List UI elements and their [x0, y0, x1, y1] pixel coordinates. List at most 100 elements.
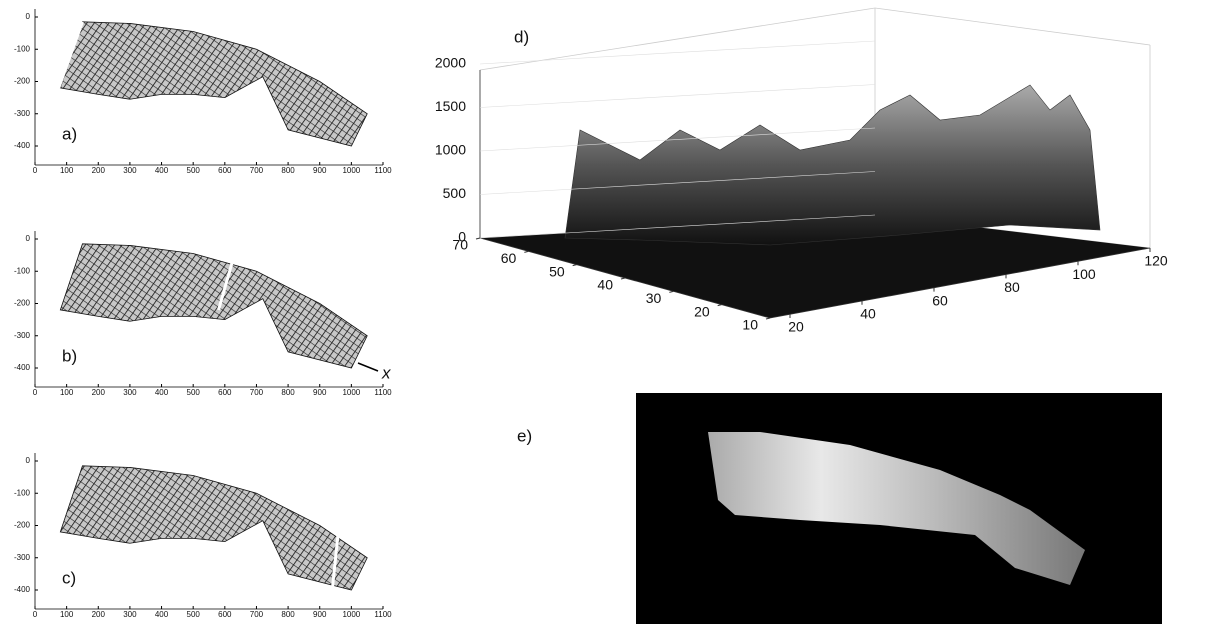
tick: [475, 237, 481, 240]
x-tick-label: 1100: [374, 388, 392, 397]
x-tick-label: 500: [187, 388, 201, 397]
section-line: [57, 21, 84, 89]
x-tick-label: 600: [218, 388, 232, 397]
x-tick-label: 400: [155, 166, 169, 175]
grid-line: [479, 84, 876, 108]
section-line: [217, 243, 239, 311]
x-tick-label: 700: [250, 388, 264, 397]
x-tick-label: 20: [788, 319, 804, 335]
x-tick-label: 900: [313, 610, 327, 619]
x-tick-label: 1000: [342, 610, 360, 619]
axis: [769, 247, 1151, 319]
tick: [717, 304, 722, 307]
y-tick-label: 0: [26, 12, 31, 21]
x-tick-label: 200: [92, 388, 106, 397]
tick: [669, 290, 674, 293]
x-tick-label: 1100: [374, 610, 392, 619]
y-tick-label: -200: [14, 77, 31, 86]
x-tick-label: 300: [123, 610, 137, 619]
y-tick-label: -300: [14, 553, 31, 562]
x-tick-label: 300: [123, 388, 137, 397]
x-tick-label: 100: [60, 388, 74, 397]
grid-line: [479, 40, 876, 65]
tick: [524, 250, 529, 253]
mesh: [59, 465, 368, 591]
y-tick-label: -400: [14, 141, 31, 150]
x-tick-label: 400: [155, 610, 169, 619]
y-tick-label: -300: [14, 109, 31, 118]
x-tick-label: 700: [250, 610, 264, 619]
x-tick-label: 200: [92, 166, 106, 175]
y-tick-label: 60: [501, 250, 517, 266]
x-tick-label: 800: [281, 610, 295, 619]
tick: [765, 317, 771, 320]
y-tick-label: 40: [597, 277, 613, 293]
surface-floor: [480, 215, 1150, 318]
x-tick-label: 600: [218, 166, 232, 175]
y-tick-label: 10: [742, 317, 758, 333]
x-tick-label: 200: [92, 610, 106, 619]
x-tick-label: 900: [313, 388, 327, 397]
x-tick-label: 1000: [342, 166, 360, 175]
y-tick-label: -400: [14, 585, 31, 594]
tick: [620, 277, 626, 280]
z-tick-label: 2000: [435, 55, 466, 71]
y-tick-label: 70: [452, 237, 468, 253]
x-tick-label: 0: [33, 388, 38, 397]
grid-line: [479, 171, 876, 195]
panel-label: c): [62, 568, 76, 587]
x-tick-label: 800: [281, 388, 295, 397]
z-tick-label: 1000: [435, 142, 466, 158]
z-tick-label: 1500: [435, 98, 466, 114]
y-tick-label: -300: [14, 331, 31, 340]
image-shape: [708, 432, 1085, 585]
panel-label: a): [62, 124, 77, 143]
y-tick-label: 30: [646, 290, 662, 306]
x-tick-label: 300: [123, 166, 137, 175]
surface: [564, 84, 1101, 246]
x-tick-label: 700: [250, 166, 264, 175]
x-tick-label: 0: [33, 166, 38, 175]
mesh: [59, 243, 368, 369]
y-tick-label: -100: [14, 44, 31, 53]
mesh: [59, 21, 368, 147]
x-tick-label: 60: [932, 292, 948, 308]
x-tick-label: 100: [60, 610, 74, 619]
x-tick-label: 80: [1004, 279, 1020, 295]
y-tick-label: -100: [14, 266, 31, 275]
z-tick-label: 500: [443, 185, 467, 201]
section-line: [330, 465, 347, 589]
panel-label: d): [514, 27, 529, 46]
marker-line: [357, 362, 379, 372]
y-tick-label: -200: [14, 299, 31, 308]
y-tick-label: -400: [14, 363, 31, 372]
y-tick-label: -100: [14, 488, 31, 497]
grid-line: [479, 214, 876, 239]
x-tick-label: 0: [33, 610, 38, 619]
x-tick-label: 120: [1144, 253, 1168, 269]
x-tick-label: 40: [860, 306, 876, 322]
x-tick-label: 900: [313, 166, 327, 175]
grid-line: [479, 127, 876, 152]
x-tick-label: 500: [187, 166, 201, 175]
x-tick-label: 1100: [374, 166, 392, 175]
panel-label: e): [517, 426, 532, 445]
y-tick-label: -200: [14, 521, 31, 530]
marker: x: [381, 363, 391, 382]
x-tick-label: 100: [60, 166, 74, 175]
x-tick-label: 1000: [342, 388, 360, 397]
tick: [572, 264, 577, 267]
y-tick-label: 0: [26, 456, 31, 465]
y-tick-label: 50: [549, 263, 565, 279]
x-tick-label: 100: [1072, 266, 1096, 282]
x-tick-label: 800: [281, 166, 295, 175]
y-tick-label: 20: [694, 303, 710, 319]
panel-label: b): [62, 346, 77, 365]
x-tick-label: 500: [187, 610, 201, 619]
y-tick-label: 0: [26, 234, 31, 243]
x-tick-label: 600: [218, 610, 232, 619]
x-tick-label: 400: [155, 388, 169, 397]
z-tick-label: 0: [458, 229, 466, 245]
